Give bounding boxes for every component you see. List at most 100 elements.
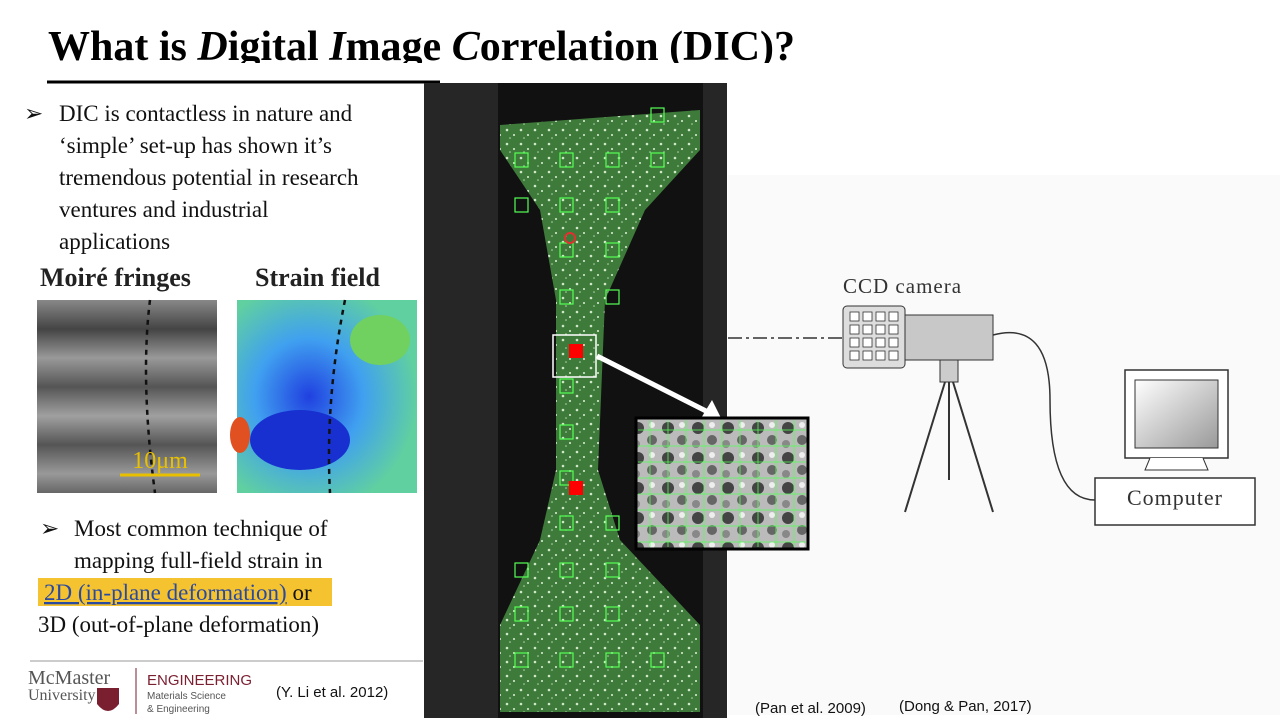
title-part: C [452, 24, 481, 70]
figure-label: Strain field [255, 263, 380, 292]
lens-cell [849, 311, 860, 322]
lens-cell [875, 350, 886, 361]
subset [650, 652, 665, 668]
lens-cell [888, 324, 899, 335]
camera-label: CCD camera [843, 274, 962, 298]
subset [514, 152, 529, 168]
subset [559, 652, 574, 668]
title: What is Digital Image Correlation (DIC)? [48, 24, 795, 70]
camera-body [904, 314, 994, 361]
title-part: D [196, 24, 227, 70]
subset [605, 289, 620, 305]
bullet-line: tremendous potential in research [59, 165, 359, 190]
strain-blob [250, 410, 350, 470]
subset [605, 652, 620, 668]
subset [559, 424, 574, 440]
title-part: I [328, 24, 347, 70]
subset [559, 152, 574, 168]
subset [559, 197, 574, 213]
lens-cell [875, 337, 886, 348]
lens-cell [862, 350, 873, 361]
logo-text: & Engineering [147, 704, 210, 715]
subset [559, 606, 574, 622]
strain-line [327, 299, 347, 494]
bullet-text: 3D (out-of-plane deformation) [38, 612, 319, 637]
subset [559, 470, 574, 486]
lens-cell [875, 311, 886, 322]
lens-cell [849, 324, 860, 335]
figure-label: Moiré fringes [40, 263, 191, 292]
lens-cell [875, 324, 886, 335]
subset [605, 606, 620, 622]
citation: (Pan et al. 2009) [755, 700, 866, 717]
marker [569, 344, 583, 358]
subset [650, 152, 665, 168]
specimen [500, 110, 700, 712]
lens-cell [862, 311, 873, 322]
subset [559, 562, 574, 578]
subset [559, 515, 574, 531]
bullet-marker: ➢ [24, 101, 43, 126]
subset [605, 515, 620, 531]
bullet-text: Most common technique of mapping full-fie… [74, 516, 328, 573]
strain-blob [350, 315, 410, 365]
lens-cell [849, 337, 860, 348]
bullet-line: DIC is contactless in nature and [59, 101, 353, 126]
zoom-arrow [595, 353, 708, 414]
logo-text: McMaster [28, 667, 111, 689]
subset [605, 152, 620, 168]
highlight [38, 578, 332, 606]
bullet-text: DIC is contactless in nature and ‘simple’… [59, 101, 359, 254]
scale-label: 10μm [132, 448, 188, 474]
marker [564, 232, 576, 244]
bullet-line: ventures and industrial [59, 197, 269, 222]
cable [992, 331, 1096, 501]
zoom-arrowhead [700, 400, 722, 420]
title-part: mage [346, 24, 452, 70]
title-part: orrelation (DIC)? [480, 24, 795, 70]
subset [514, 197, 529, 213]
bullet-line: applications [59, 229, 170, 254]
zoom-grid [638, 420, 806, 547]
subset [650, 107, 665, 123]
subset-grid [514, 107, 665, 668]
title-part: igital [228, 24, 330, 70]
subset [605, 197, 620, 213]
lens-grid [849, 311, 899, 361]
marker [569, 481, 583, 495]
subset [559, 289, 574, 305]
lens-cell [849, 350, 860, 361]
subset [514, 562, 529, 578]
tripod [904, 381, 994, 513]
lens-cell [888, 337, 899, 348]
zoom-source [552, 334, 597, 378]
subset [514, 606, 529, 622]
computer-box [1094, 477, 1256, 526]
highlight-text: 2D (in-plane deformation) [44, 580, 287, 605]
moire-image [37, 300, 217, 493]
lens-cell [862, 324, 873, 335]
bullet-line: mapping full-field strain in [74, 548, 323, 573]
subset [559, 242, 574, 258]
logo-text: ENGINEERING [147, 672, 252, 689]
title-part: What is [48, 24, 197, 70]
logo-text: University [28, 687, 96, 704]
subset [514, 652, 529, 668]
logo-text: Materials Science [147, 691, 226, 702]
citation: (Dong & Pan, 2017) [899, 698, 1032, 715]
strain-blob [230, 417, 250, 453]
bullet-line: ‘simple’ set-up has shown it’s [59, 133, 332, 158]
subset [605, 562, 620, 578]
lens-cell [862, 337, 873, 348]
monitor-stand [1144, 457, 1209, 471]
monitor-screen [1134, 379, 1219, 449]
bullet-marker: ➢ [40, 516, 59, 541]
logo-crest [97, 688, 119, 711]
bullet-line: Most common technique of [74, 516, 328, 541]
bullet-text: or [287, 580, 312, 605]
computer-label: Computer [1127, 485, 1223, 510]
title-crop [0, 63, 1280, 83]
lens-cell [888, 311, 899, 322]
bullet-text: 2D (in-plane deformation) or [44, 580, 312, 605]
